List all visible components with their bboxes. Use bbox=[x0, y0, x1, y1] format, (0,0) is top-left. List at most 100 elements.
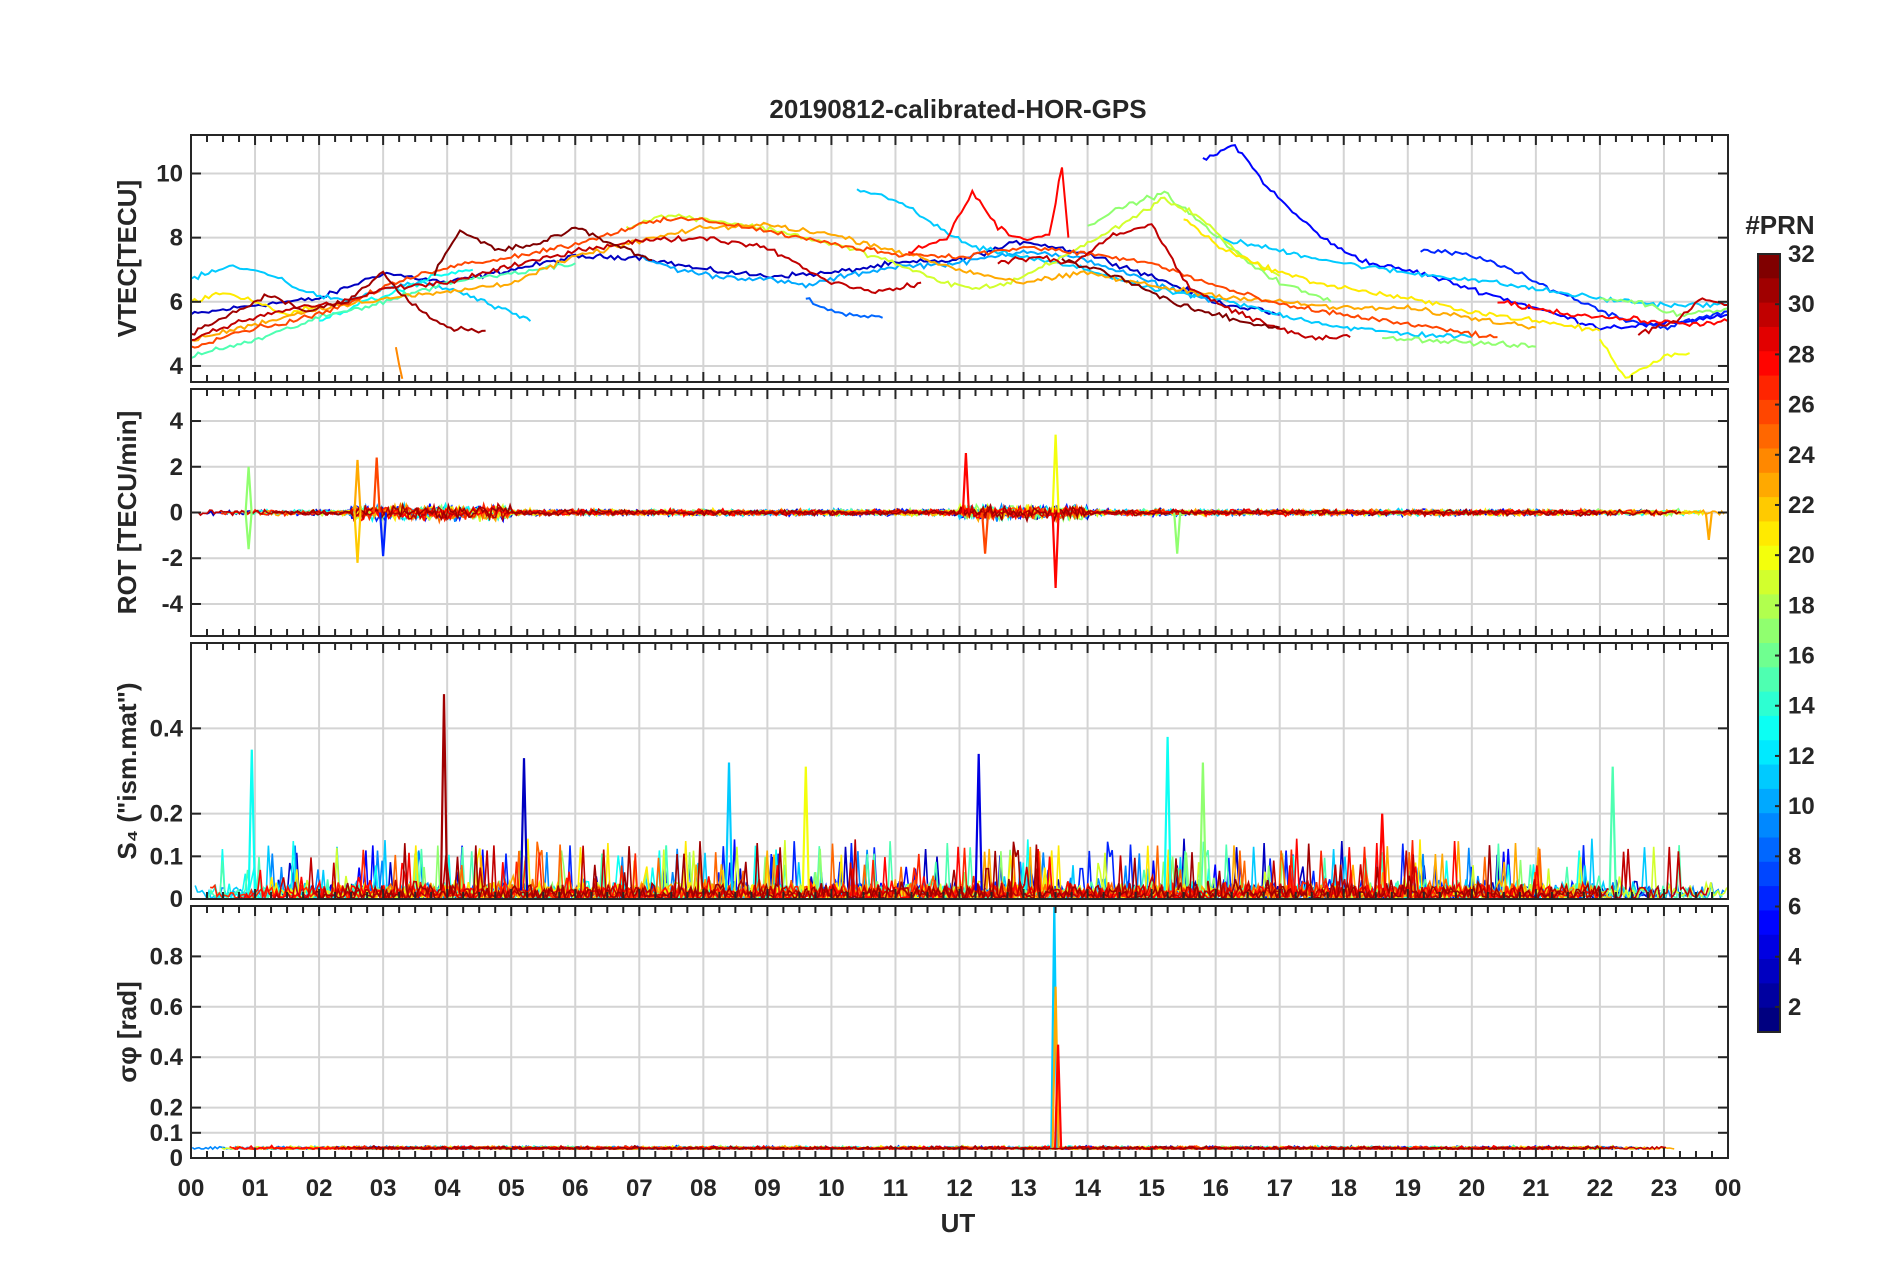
colorbar-band bbox=[1758, 326, 1780, 352]
rot-spike bbox=[244, 466, 253, 513]
x-tick-label: 11 bbox=[883, 1175, 908, 1202]
sigma-phi-grid bbox=[190, 906, 1729, 1159]
colorbar-band bbox=[1758, 910, 1780, 936]
x-tick-label: 19 bbox=[1394, 1175, 1421, 1202]
colorbar-bands bbox=[1758, 254, 1780, 1033]
vtec-ytick-labels: 4 6 8 10 bbox=[156, 160, 183, 379]
x-tick-label: 00 bbox=[1715, 1175, 1742, 1202]
vtec-ytick-label: 8 bbox=[170, 225, 183, 252]
x-tick-label: 13 bbox=[1010, 1175, 1037, 1202]
sigma-phi-ytick-label: 0 bbox=[170, 1145, 183, 1172]
vtec-series-line bbox=[805, 297, 884, 319]
colorbar-band bbox=[1758, 472, 1780, 498]
colorbar-tick-label: 10 bbox=[1788, 793, 1815, 820]
colorbar-band bbox=[1758, 1007, 1780, 1033]
rot-spike bbox=[981, 512, 990, 554]
rot-spike bbox=[1051, 512, 1060, 589]
s4-spike bbox=[247, 749, 256, 891]
rot-ytick-label: 4 bbox=[170, 408, 184, 435]
colorbar-tick-label: 20 bbox=[1788, 542, 1815, 569]
sigma-phi-ticks bbox=[190, 906, 1729, 1159]
colorbar-tick-label: 30 bbox=[1788, 291, 1815, 318]
vtec-panel: 4 6 8 10 VTEC[TECU] bbox=[112, 134, 1729, 383]
colorbar-tick-label: 8 bbox=[1788, 843, 1801, 870]
colorbar-band bbox=[1758, 740, 1780, 766]
colorbar-band bbox=[1758, 302, 1780, 328]
s4-spike bbox=[801, 766, 810, 891]
rot-spike bbox=[1173, 512, 1182, 554]
x-tick-label: 03 bbox=[370, 1175, 397, 1202]
vtec-series-line bbox=[1061, 257, 1280, 329]
colorbar-band bbox=[1758, 399, 1780, 425]
sigma-phi-series bbox=[191, 906, 1675, 1151]
colorbar-tick-label: 2 bbox=[1788, 994, 1801, 1021]
vtec-ylabel: VTEC[TECU] bbox=[112, 180, 142, 337]
rot-spike bbox=[379, 512, 388, 557]
rot-spike bbox=[961, 452, 970, 513]
vtec-series-line bbox=[1183, 218, 1601, 332]
vtec-series-line bbox=[1599, 297, 1728, 318]
sigma-phi-ytick-label: 0.2 bbox=[150, 1095, 183, 1122]
chart-title: 20190812-calibrated-HOR-GPS bbox=[769, 94, 1146, 124]
vtec-series-line bbox=[1497, 299, 1728, 328]
colorbar-band bbox=[1758, 934, 1780, 960]
sigma-phi-ylabel: σφ [rad] bbox=[112, 981, 142, 1082]
vtec-series-line bbox=[997, 223, 1351, 341]
s4-ticks bbox=[190, 643, 1729, 900]
vtec-series-line bbox=[191, 221, 1537, 342]
colorbar-label: #PRN bbox=[1745, 210, 1814, 240]
sigma-phi-spike bbox=[1054, 1044, 1063, 1148]
x-tick-label: 06 bbox=[562, 1175, 589, 1202]
colorbar-band bbox=[1758, 570, 1780, 595]
colorbar-band bbox=[1758, 497, 1780, 523]
colorbar-band bbox=[1758, 594, 1780, 620]
vtec-series-line bbox=[908, 167, 1070, 254]
vtec-series-line bbox=[191, 239, 1280, 316]
x-tick-label: 09 bbox=[754, 1175, 781, 1202]
vtec-series-line bbox=[191, 262, 576, 360]
sigma-phi-trace bbox=[355, 1144, 1614, 1151]
colorbar-tick-label: 16 bbox=[1788, 643, 1815, 670]
vtec-series-line bbox=[191, 216, 1498, 349]
s4-ytick-labels: 0 0.1 0.2 0.4 bbox=[150, 715, 184, 913]
colorbar-frame bbox=[1757, 253, 1781, 1033]
s4-spike bbox=[1378, 813, 1387, 891]
vtec-ytick-label: 6 bbox=[170, 289, 183, 316]
s4-spike bbox=[974, 753, 983, 891]
x-tick-label: 12 bbox=[946, 1175, 973, 1202]
x-tick-label: 04 bbox=[434, 1175, 461, 1202]
colorbar-tick-label: 32 bbox=[1788, 241, 1815, 268]
rot-ytick-label: -2 bbox=[162, 545, 183, 572]
colorbar-band bbox=[1758, 448, 1780, 474]
colorbar-band bbox=[1758, 983, 1780, 1009]
colorbar-tick-label: 6 bbox=[1788, 894, 1801, 921]
vtec-series-line bbox=[625, 196, 1281, 290]
rot-spike bbox=[353, 512, 362, 563]
colorbar-band bbox=[1758, 886, 1780, 912]
vtec-series-line bbox=[191, 234, 922, 342]
rot-ytick-label: 2 bbox=[170, 454, 183, 481]
rot-panel: -4 -2 0 2 4 ROT [TECU/min] bbox=[112, 388, 1729, 637]
s4-ylabel: S₄ ("ism.mat") bbox=[112, 682, 142, 859]
rot-spike bbox=[353, 459, 362, 513]
x-tick-label: 14 bbox=[1074, 1175, 1101, 1202]
s4-ytick-label: 0.2 bbox=[150, 801, 183, 828]
colorbar-tick-label: 26 bbox=[1788, 392, 1815, 419]
vtec-series-line bbox=[433, 226, 653, 277]
vtec-series-line bbox=[1087, 190, 1332, 303]
colorbar-band bbox=[1758, 764, 1780, 790]
vtec-series-line bbox=[1637, 297, 1728, 336]
colorbar-band bbox=[1758, 521, 1780, 547]
vtec-series-line bbox=[1382, 335, 1537, 349]
s4-spike bbox=[1198, 762, 1207, 891]
colorbar-band bbox=[1758, 254, 1780, 279]
colorbar-band bbox=[1758, 691, 1780, 717]
sigma-phi-ytick-labels: 00.10.2 0.4 0.6 0.8 bbox=[150, 943, 184, 1172]
colorbar-band bbox=[1758, 959, 1780, 984]
x-tick-label: 00 bbox=[178, 1175, 205, 1202]
vtec-series-line bbox=[191, 270, 486, 336]
colorbar-band bbox=[1758, 813, 1780, 839]
colorbar-tick-label: 18 bbox=[1788, 592, 1815, 619]
colorbar-band bbox=[1758, 618, 1780, 644]
